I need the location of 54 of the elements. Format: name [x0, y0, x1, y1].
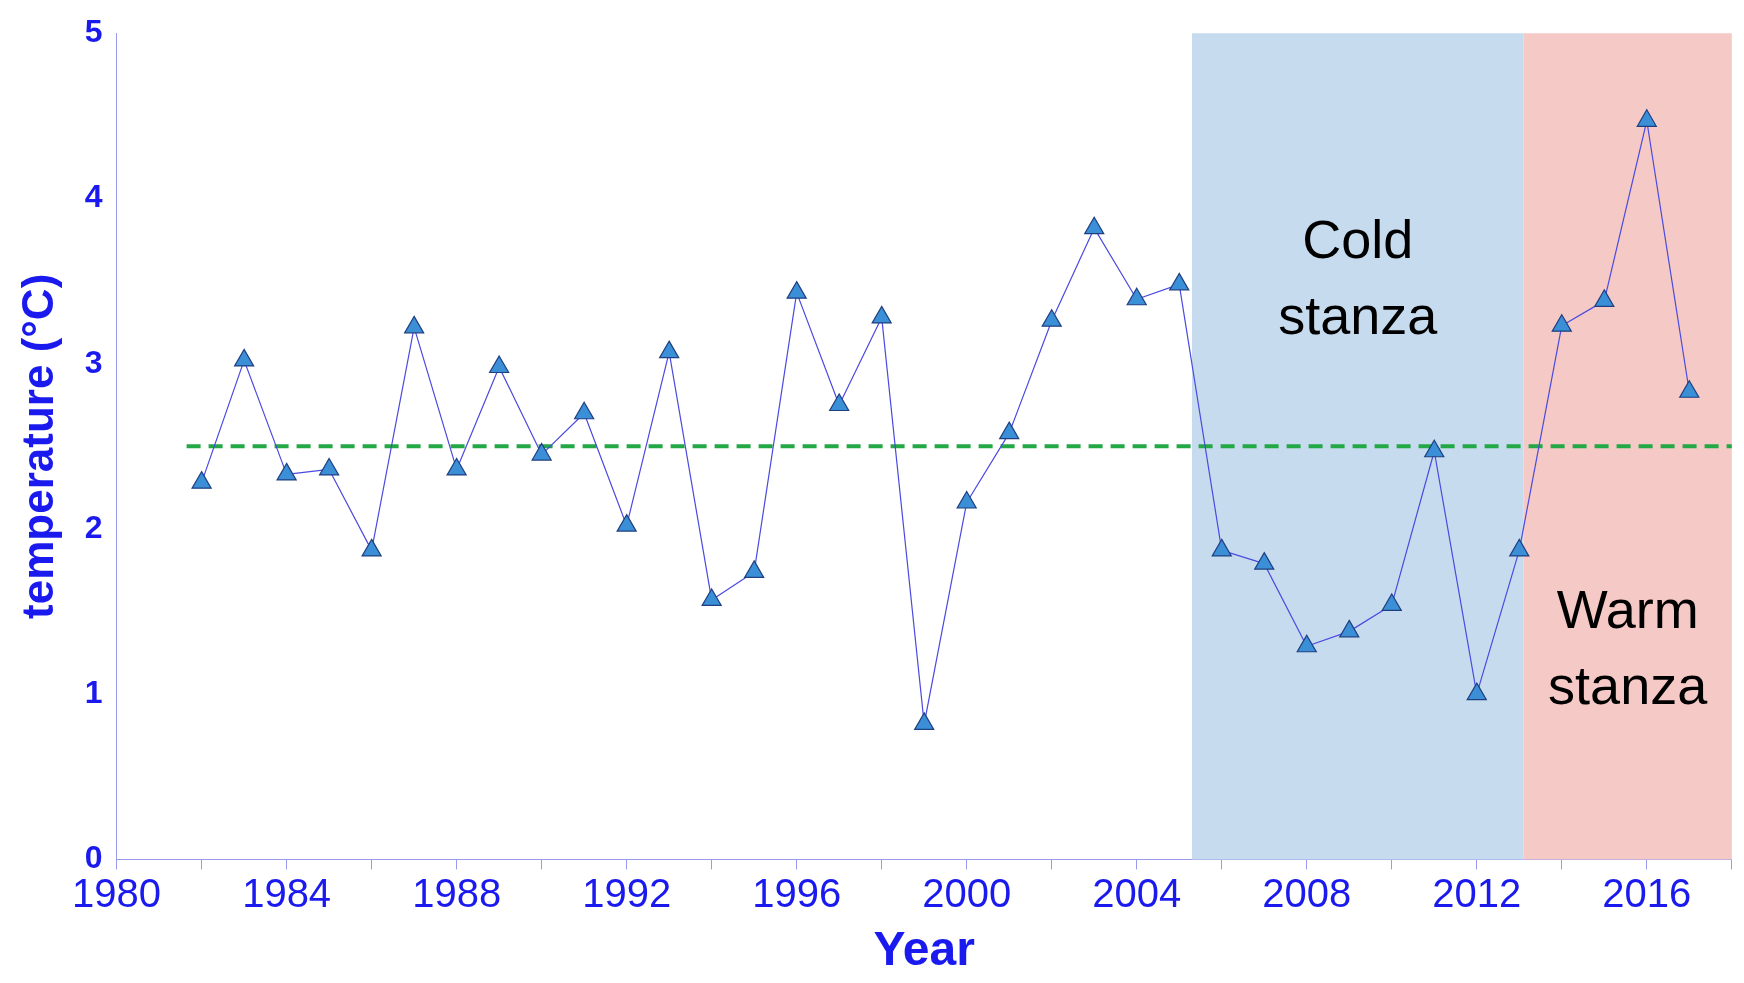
y-tick-label: 3 [84, 343, 103, 380]
point [871, 305, 892, 324]
y-axis-title: temperature (°C) [12, 273, 62, 619]
point [574, 401, 595, 420]
point [1084, 216, 1105, 235]
point [233, 348, 255, 367]
x-tick-label: 2016 [1602, 871, 1692, 916]
point [1339, 619, 1360, 638]
point [1169, 272, 1190, 291]
point [701, 588, 722, 607]
y-tick-label: 1 [84, 673, 103, 710]
point [1594, 289, 1615, 307]
point [489, 355, 510, 374]
point [956, 490, 977, 509]
point [1296, 634, 1317, 653]
x-tick-label: 2004 [1092, 871, 1182, 916]
point [446, 457, 467, 476]
point [1679, 380, 1700, 398]
point [1254, 552, 1275, 570]
point [829, 393, 850, 412]
band-label: Cold stanza [1278, 209, 1439, 346]
point [914, 712, 935, 730]
point [1211, 538, 1232, 557]
x-tick-label: 1988 [412, 871, 502, 916]
x-tick-label: 1992 [582, 871, 672, 916]
point [616, 514, 637, 532]
point [1509, 538, 1530, 557]
x-tick-label: 1984 [242, 871, 332, 916]
y-tick-label: 4 [84, 178, 103, 215]
point [361, 538, 382, 557]
x-tick-label: 2012 [1432, 871, 1522, 916]
point [744, 560, 765, 578]
y-tick-label: 2 [84, 508, 103, 545]
band-label: Warm stanza [1548, 579, 1709, 716]
x-tick-label: 2000 [922, 871, 1012, 916]
point [276, 462, 297, 481]
point [191, 471, 212, 489]
point [319, 457, 340, 476]
point [786, 281, 807, 299]
point [404, 315, 425, 334]
x-axis-title: Year [873, 922, 975, 976]
x-tick-label: 2008 [1262, 871, 1352, 916]
point [531, 442, 552, 461]
y-tick-label: 5 [84, 13, 103, 50]
point [999, 421, 1020, 440]
point [1466, 682, 1487, 701]
point [659, 340, 680, 359]
x-tick-label: 1996 [752, 871, 842, 916]
point [1636, 109, 1657, 127]
point [1041, 309, 1062, 327]
point [1126, 287, 1147, 306]
point [1381, 593, 1402, 612]
point [1551, 314, 1572, 332]
point [1424, 439, 1445, 458]
